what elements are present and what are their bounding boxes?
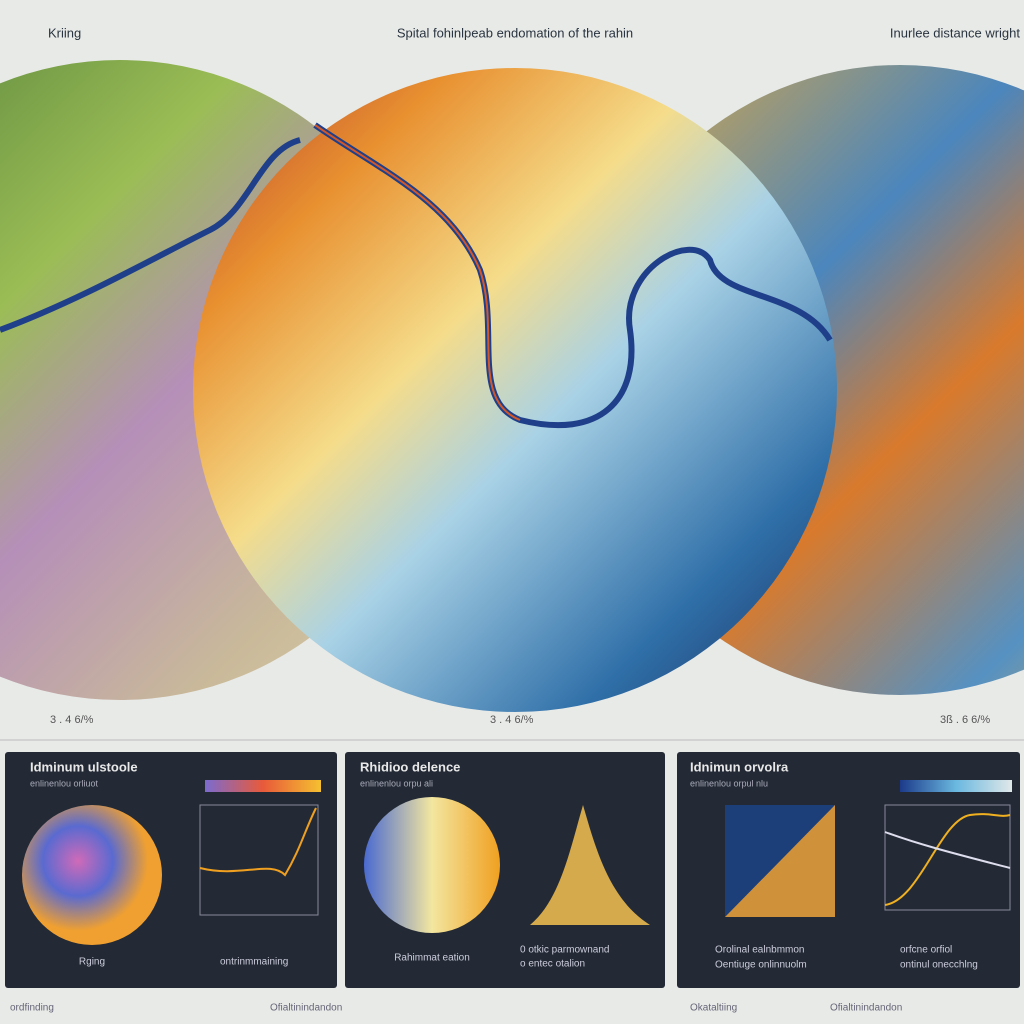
scale-label: 3 . 4 6/% — [490, 714, 534, 726]
footer-item: Ofialtinindandon — [830, 1003, 902, 1014]
footer-item: Ofialtinindandon — [270, 1003, 342, 1014]
footer-item: ordfinding — [10, 1003, 54, 1014]
distribution — [530, 805, 650, 925]
panel-label: Rging — [79, 957, 105, 968]
legend-entry: o entec otalion — [520, 959, 585, 970]
curve — [884, 813, 1011, 906]
river-edge — [314, 124, 521, 421]
scale-label: 3 . 4 6/% — [50, 714, 94, 726]
maps — [0, 60, 1024, 712]
curve — [199, 807, 317, 877]
scale-label: 3ß . 6 6/% — [940, 714, 990, 726]
legend-entry: orfcne orfiol — [900, 945, 952, 956]
legend-entry: Orolinal ealnbmmon — [715, 945, 805, 956]
panel-label: Rahimmat eation — [394, 953, 470, 964]
panel-subtitle: enlinenlou orliuot — [30, 778, 99, 788]
legend-entry: Oentiuge onlinnuolm — [715, 960, 807, 971]
panel-title: Idminum ulstoole — [30, 759, 138, 774]
header-title: Spital fohinlpeab endomation of the rahi… — [397, 25, 633, 40]
panel-subtitle: enlinenlou orpul nlu — [690, 778, 768, 788]
curve — [884, 831, 1011, 869]
legend-entry: ontrinmmaining — [220, 957, 288, 968]
panel-subtitle: enlinenlou orpu ali — [360, 778, 433, 788]
color-bar — [205, 780, 321, 792]
sphere — [364, 797, 500, 933]
footer-item: Okataltiing — [690, 1003, 737, 1014]
panel: Idnimun orvolra enlinenlou orpul nlu Oro… — [677, 752, 1020, 988]
legend-entry: ontinul onecchlng — [900, 960, 978, 971]
center-map — [193, 68, 837, 712]
plot-frame — [884, 804, 1011, 911]
plot-frame — [199, 804, 319, 916]
river — [0, 137, 301, 333]
panel: Idminum ulstoole enlinenlou orliuot Rgin… — [5, 752, 337, 988]
header-left: Kriing — [48, 25, 81, 40]
panel-title: Idnimun orvolra — [690, 759, 789, 774]
color-bar — [900, 780, 1012, 792]
legend-entry: 0 otkic parmownand — [520, 945, 610, 956]
panel: Rhidioo delence enlinenlou orpu ali Rahi… — [345, 752, 665, 988]
header-right: Inurlee distance wright — [890, 25, 1020, 40]
panel-title: Rhidioo delence — [360, 759, 460, 774]
heatmap-area — [725, 805, 835, 917]
sphere — [22, 805, 162, 945]
